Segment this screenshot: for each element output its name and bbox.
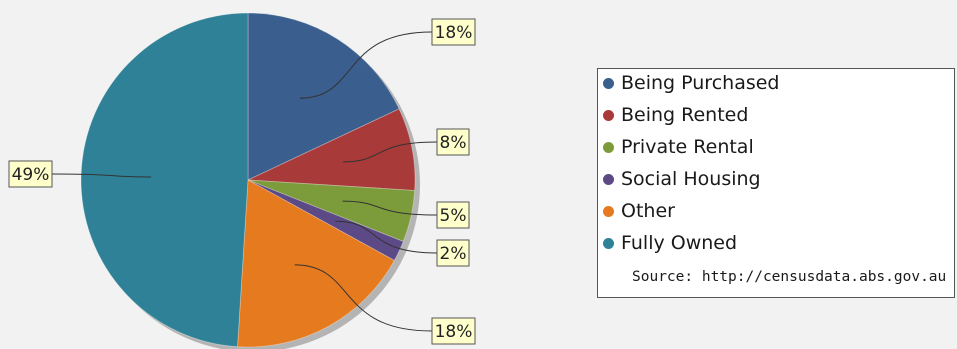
- legend-label: Social Housing: [621, 168, 761, 190]
- legend-item-other: Other: [603, 198, 675, 224]
- pie-slices: [81, 13, 415, 347]
- legend-item-private-rental: Private Rental: [603, 134, 754, 160]
- legend-label: Private Rental: [621, 136, 754, 158]
- legend-swatch-being-purchased: [603, 78, 614, 89]
- pie-chart: 18% 8% 5% 2% 18% 49%: [0, 0, 597, 349]
- legend-source: Source: http://censusdata.abs.gov.au: [632, 269, 946, 285]
- legend-item-being-rented: Being Rented: [603, 102, 748, 128]
- data-label-social-housing: 2%: [440, 244, 467, 264]
- legend-swatch-other: [603, 206, 614, 217]
- legend-swatch-fully-owned: [603, 238, 614, 249]
- legend-swatch-private-rental: [603, 142, 614, 153]
- legend-label: Other: [621, 200, 675, 222]
- pie-slice-fully-owned: [81, 13, 248, 347]
- legend-item-social-housing: Social Housing: [603, 166, 761, 192]
- data-label-being-purchased: 18%: [435, 23, 473, 43]
- data-label-other: 18%: [435, 322, 473, 342]
- data-label-being-rented: 8%: [440, 133, 467, 153]
- data-label-private-rental: 5%: [440, 206, 467, 226]
- legend-label: Being Rented: [621, 104, 748, 126]
- legend-item-being-purchased: Being Purchased: [603, 70, 780, 96]
- legend-label: Fully Owned: [621, 232, 737, 254]
- legend-swatch-social-housing: [603, 174, 614, 185]
- legend-label: Being Purchased: [621, 72, 780, 94]
- legend-swatch-being-rented: [603, 110, 614, 121]
- chart-legend: Being Purchased Being Rented Private Renta…: [597, 68, 955, 298]
- data-label-fully-owned: 49%: [12, 165, 50, 185]
- legend-item-fully-owned: Fully Owned: [603, 230, 737, 256]
